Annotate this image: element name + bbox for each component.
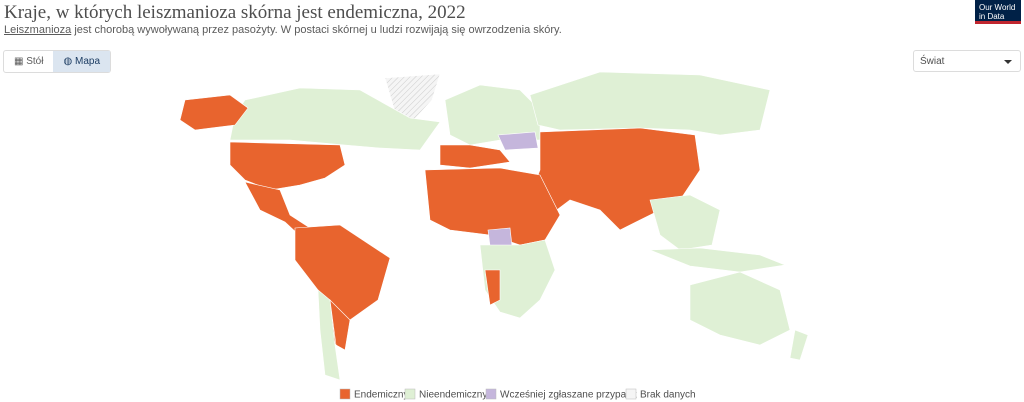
tab[interactable]: ▦ Stół xyxy=(14,56,44,67)
argentina xyxy=(329,299,351,351)
indonesia xyxy=(649,247,787,273)
alaska xyxy=(179,94,249,131)
region-label: Świat xyxy=(920,56,945,67)
subtitle-text: jest chorobą wywoływaną przez pasożyty. … xyxy=(71,24,562,36)
legend-swatch xyxy=(485,388,497,400)
australia xyxy=(689,271,791,346)
subtitle-link[interactable]: Leiszmanioza xyxy=(4,24,72,36)
legend-swatch xyxy=(339,388,351,400)
tab[interactable]: ◍ Mapa xyxy=(53,51,110,72)
logo-line: in Data xyxy=(979,12,1005,21)
ukraine xyxy=(497,131,539,151)
logo-line: Our World xyxy=(979,3,1016,12)
drc xyxy=(487,227,513,247)
legend-swatch xyxy=(625,388,637,400)
tab-label: Stół xyxy=(26,56,44,67)
se-asia xyxy=(649,194,721,251)
legend-label: Nieendemiczny xyxy=(419,390,487,401)
new-zealand xyxy=(789,329,809,361)
region-select[interactable]: Świat xyxy=(913,50,1021,72)
namibia xyxy=(484,269,501,306)
tabs: ▦ Stół ◍ Mapa xyxy=(3,50,111,73)
canada xyxy=(229,87,441,151)
legend-label: Endemiczny xyxy=(354,390,408,401)
legend-label: Brak danych xyxy=(640,390,696,401)
legend-swatch xyxy=(404,388,416,400)
south-europe xyxy=(439,144,511,169)
logo[interactable]: Our World in Data xyxy=(975,0,1021,24)
russia xyxy=(529,71,771,136)
tab-label: Mapa xyxy=(74,56,100,67)
greenland xyxy=(384,73,441,123)
legend-label: Wcześniej zgłaszane przypadk xyxy=(500,390,638,401)
subtitle: Leiszmanioza jest chorobą wywoływaną prz… xyxy=(4,24,562,36)
title: Kraje, w których leiszmanioza skórna jes… xyxy=(4,2,466,23)
usa xyxy=(229,141,346,191)
